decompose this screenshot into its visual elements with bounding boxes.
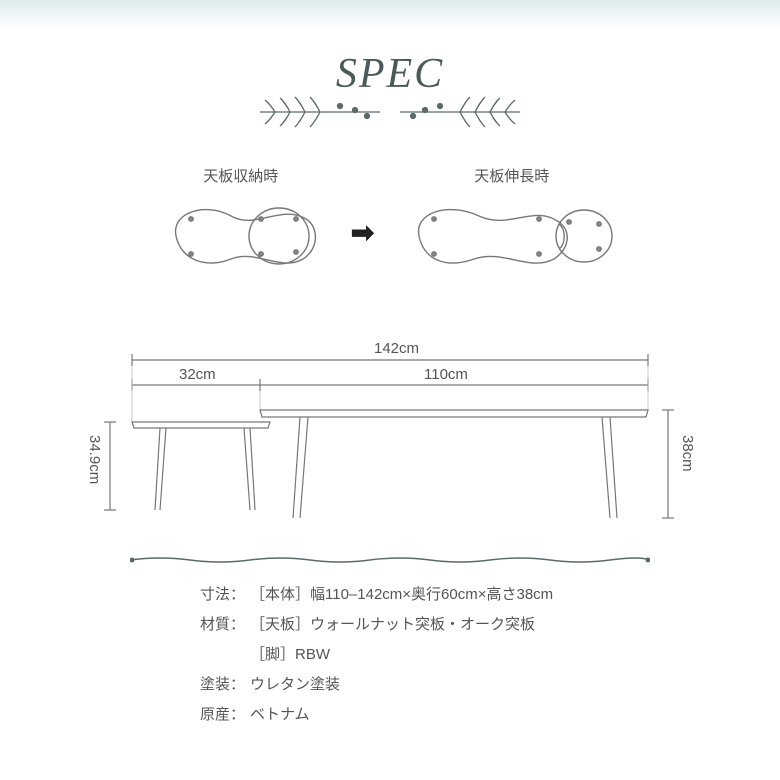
dim-main-height: 38cm	[675, 435, 700, 472]
state-extended-label: 天板伸長時	[474, 165, 549, 186]
laurel-right-icon	[395, 92, 525, 132]
spec-value: ベトナム	[250, 700, 310, 730]
spec-row: 寸法：［本体］幅110–142cm×奥行60cm×高さ38cm	[200, 580, 553, 610]
arrow-icon: ➡	[351, 216, 374, 249]
state-diagrams: 天板収納時 ➡ 天板伸長時	[0, 165, 780, 279]
spec-value: ［天板］ウォールナット突板・オーク突板	[250, 610, 535, 640]
laurel-decoration	[0, 92, 780, 132]
spec-row: 原産：ベトナム	[200, 700, 553, 730]
watercolor-banner	[0, 0, 780, 30]
extended-shape-icon	[404, 194, 619, 279]
state-extended: 天板伸長時	[404, 165, 619, 279]
spec-key: 塗装：	[200, 670, 250, 700]
spec-row: ［脚］RBW	[250, 640, 553, 670]
dim-ext-width: 32cm	[175, 366, 220, 383]
header: SPEC	[0, 50, 780, 132]
laurel-left-icon	[255, 92, 385, 132]
spec-value: ［本体］幅110–142cm×奥行60cm×高さ38cm	[250, 580, 553, 610]
dimension-diagram: 142cm 32cm 110cm 34.9cm 38cm	[100, 340, 680, 540]
spec-row: 材質：［天板］ウォールナット突板・オーク突板	[200, 610, 553, 640]
state-collapsed-label: 天板収納時	[203, 165, 278, 186]
wavy-divider-icon	[130, 555, 650, 565]
spec-value: ウレタン塗装	[250, 670, 340, 700]
collapsed-shape-icon	[161, 194, 321, 279]
dim-main-width: 110cm	[420, 366, 472, 383]
dim-total-width: 142cm	[370, 340, 423, 357]
spec-key: 原産：	[200, 700, 250, 730]
spec-key: 寸法：	[200, 580, 250, 610]
spec-value: ［脚］RBW	[250, 640, 330, 670]
spec-key: 材質：	[200, 610, 250, 640]
spec-list: 寸法：［本体］幅110–142cm×奥行60cm×高さ38cm材質：［天板］ウォ…	[200, 580, 553, 730]
spec-row: 塗装：ウレタン塗装	[200, 670, 553, 700]
page-title: SPEC	[0, 50, 780, 98]
state-collapsed: 天板収納時	[161, 165, 321, 279]
dim-ext-height: 34.9cm	[82, 435, 107, 484]
